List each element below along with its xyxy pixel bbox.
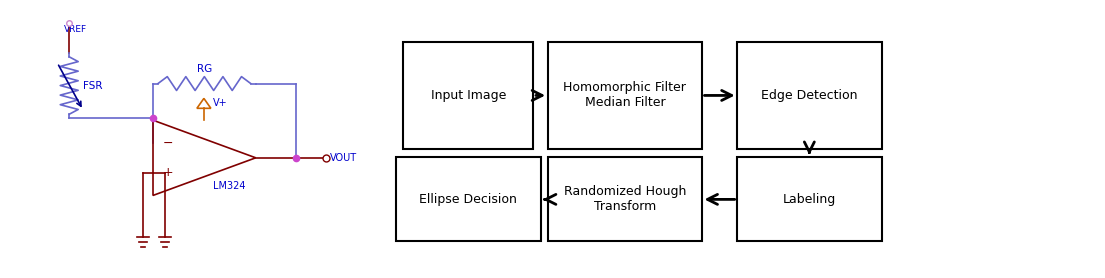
Text: Edge Detection: Edge Detection	[761, 89, 857, 102]
Text: FSR: FSR	[83, 81, 103, 91]
Text: Randomized Hough
Transform: Randomized Hough Transform	[564, 185, 686, 214]
Bar	[403, 42, 533, 149]
Bar	[737, 157, 882, 242]
Text: Labeling: Labeling	[782, 193, 836, 206]
Text: V+: V+	[213, 98, 228, 108]
Text: Ellipse Decision: Ellipse Decision	[419, 193, 517, 206]
Text: RG: RG	[197, 64, 212, 74]
Text: Homomorphic Filter
Median Filter: Homomorphic Filter Median Filter	[564, 81, 686, 110]
Text: VREF: VREF	[64, 25, 87, 34]
Text: Input Image: Input Image	[431, 89, 506, 102]
Bar	[737, 42, 882, 149]
Bar	[547, 157, 702, 242]
Text: −: −	[162, 136, 173, 150]
Bar	[547, 42, 702, 149]
Text: LM324: LM324	[213, 180, 245, 190]
Text: +: +	[162, 166, 173, 179]
Text: VOUT: VOUT	[329, 153, 357, 163]
Bar	[396, 157, 540, 242]
